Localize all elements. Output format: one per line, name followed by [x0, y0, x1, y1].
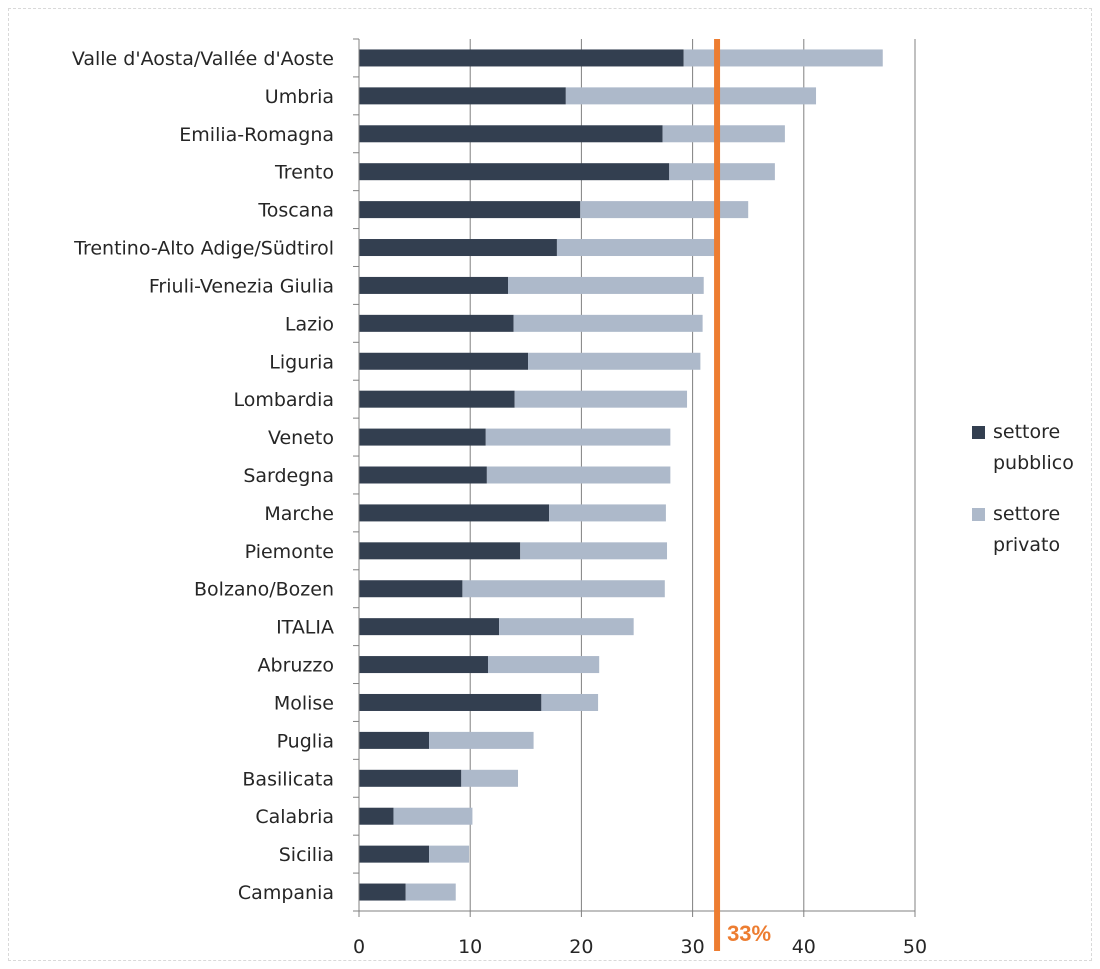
bar-settore-privato: [669, 163, 775, 181]
bar-settore-pubblico: [359, 276, 509, 294]
category-label: Marche: [264, 503, 334, 525]
bar-settore-privato: [393, 807, 473, 825]
bar-settore-privato: [556, 239, 715, 257]
bar-settore-privato: [662, 125, 785, 143]
legend-label-line: privato: [993, 534, 1060, 556]
category-label: Lombardia: [233, 389, 334, 411]
legend-swatch-settore-privato: [972, 508, 985, 521]
bar-settore-pubblico: [359, 807, 394, 825]
bar-settore-pubblico: [359, 845, 430, 863]
bar-settore-pubblico: [359, 428, 486, 446]
legend-label-settore-pubblico: settore pubblico: [993, 421, 1074, 474]
legend: settore pubblico settore privato: [972, 421, 1074, 556]
category-label: Puglia: [277, 730, 334, 752]
bar-settore-privato: [429, 845, 470, 863]
bar-settore-privato: [514, 390, 688, 408]
category-label: Emilia-Romagna: [179, 124, 334, 146]
bar-settore-privato: [405, 883, 456, 901]
gridlines: [469, 39, 916, 911]
x-tick-label: 40: [792, 936, 816, 958]
bars: [359, 49, 883, 901]
bar-settore-privato: [513, 314, 703, 332]
category-label: Valle d'Aosta/Vallée d'Aoste: [72, 48, 334, 70]
category-label: Umbria: [265, 86, 334, 108]
category-label: Trentino-Alto Adige/Südtirol: [73, 238, 334, 260]
bar-settore-pubblico: [359, 314, 514, 332]
bar-settore-pubblico: [359, 49, 684, 67]
bar-settore-privato: [565, 87, 817, 105]
x-tick-label: 10: [458, 936, 482, 958]
bar-settore-privato: [549, 504, 666, 522]
bar-settore-pubblico: [359, 390, 515, 408]
bar-settore-privato: [429, 731, 534, 749]
bar-settore-pubblico: [359, 163, 670, 181]
reference-line-group: 33%: [714, 39, 771, 951]
bar-settore-pubblico: [359, 201, 581, 219]
x-tick-label: 50: [903, 936, 927, 958]
category-labels: Valle d'Aosta/Vallée d'Aoste Umbria Emilia…: [72, 48, 334, 904]
bar-settore-privato: [461, 769, 519, 787]
bar-settore-pubblico: [359, 693, 542, 711]
legend-label-line: pubblico: [993, 452, 1074, 474]
legend-swatch-settore-pubblico: [972, 426, 985, 439]
bar-settore-privato: [487, 656, 600, 674]
x-tick-label: 20: [569, 936, 593, 958]
category-label: Piemonte: [245, 541, 334, 563]
category-label: Veneto: [268, 427, 334, 449]
category-label: Calabria: [255, 806, 334, 828]
x-tick-label: 30: [681, 936, 705, 958]
bar-settore-pubblico: [359, 580, 463, 598]
bar-settore-pubblico: [359, 504, 550, 522]
category-label: Abruzzo: [258, 655, 334, 677]
bar-settore-privato: [580, 201, 749, 219]
bar-settore-privato: [485, 428, 671, 446]
category-label: Sardegna: [243, 465, 334, 487]
category-label: Liguria: [269, 351, 334, 373]
category-label: Molise: [274, 692, 334, 714]
legend-label-line: settore: [993, 421, 1060, 443]
bar-settore-privato: [683, 49, 883, 67]
axes: [353, 38, 916, 917]
bar-settore-pubblico: [359, 769, 462, 787]
chart-frame: [8, 8, 1092, 961]
bar-settore-pubblico: [359, 731, 430, 749]
reference-line-label: 33%: [727, 921, 771, 946]
bar-settore-pubblico: [359, 883, 406, 901]
legend-label-settore-privato: settore privato: [993, 503, 1060, 556]
bar-settore-pubblico: [359, 352, 529, 370]
bar-settore-privato: [462, 580, 665, 598]
category-label: Basilicata: [242, 768, 334, 790]
x-tick-label: 0: [353, 936, 365, 958]
category-label: Bolzano/Bozen: [194, 579, 334, 601]
bar-settore-pubblico: [359, 656, 488, 674]
x-tick-labels: 0 10 20 30 40 50: [353, 936, 927, 958]
category-label: Campania: [238, 882, 334, 904]
category-label: Lazio: [285, 313, 334, 335]
category-label: Toscana: [257, 200, 334, 222]
category-label: Sicilia: [279, 844, 334, 866]
bar-settore-privato: [486, 466, 671, 484]
bar-settore-privato: [541, 693, 599, 711]
bar-settore-privato: [508, 276, 704, 294]
bar-settore-pubblico: [359, 466, 487, 484]
bar-settore-privato: [499, 618, 634, 636]
bar-settore-privato: [528, 352, 701, 370]
legend-label-line: settore: [993, 503, 1060, 525]
category-label: Trento: [274, 162, 334, 184]
bar-settore-pubblico: [359, 125, 663, 143]
bar-settore-privato: [520, 542, 668, 560]
bar-settore-pubblico: [359, 542, 521, 560]
bar-settore-pubblico: [359, 87, 566, 105]
bar-settore-pubblico: [359, 618, 500, 636]
bar-settore-pubblico: [359, 239, 557, 257]
category-label: ITALIA: [276, 617, 334, 639]
category-label: Friuli-Venezia Giulia: [149, 275, 334, 297]
